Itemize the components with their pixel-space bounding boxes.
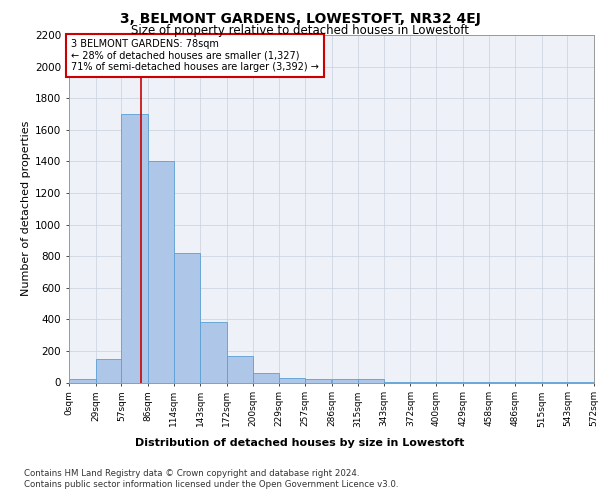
Bar	[253, 373, 279, 382]
Text: Contains public sector information licensed under the Open Government Licence v3: Contains public sector information licen…	[24, 480, 398, 489]
Bar	[148, 162, 173, 382]
Text: 3, BELMONT GARDENS, LOWESTOFT, NR32 4EJ: 3, BELMONT GARDENS, LOWESTOFT, NR32 4EJ	[119, 12, 481, 26]
Bar	[279, 378, 305, 382]
Bar	[173, 253, 200, 382]
Bar	[69, 380, 95, 382]
Bar	[331, 380, 358, 382]
Bar	[95, 359, 121, 382]
Text: 3 BELMONT GARDENS: 78sqm
← 28% of detached houses are smaller (1,327)
71% of sem: 3 BELMONT GARDENS: 78sqm ← 28% of detach…	[71, 39, 319, 72]
Bar	[121, 114, 148, 382]
Text: Distribution of detached houses by size in Lowestoft: Distribution of detached houses by size …	[136, 438, 464, 448]
Text: Size of property relative to detached houses in Lowestoft: Size of property relative to detached ho…	[131, 24, 469, 37]
Y-axis label: Number of detached properties: Number of detached properties	[21, 121, 31, 296]
Bar	[200, 322, 227, 382]
Bar	[358, 380, 384, 382]
Text: Contains HM Land Registry data © Crown copyright and database right 2024.: Contains HM Land Registry data © Crown c…	[24, 469, 359, 478]
Bar	[227, 356, 253, 382]
Bar	[305, 380, 331, 382]
